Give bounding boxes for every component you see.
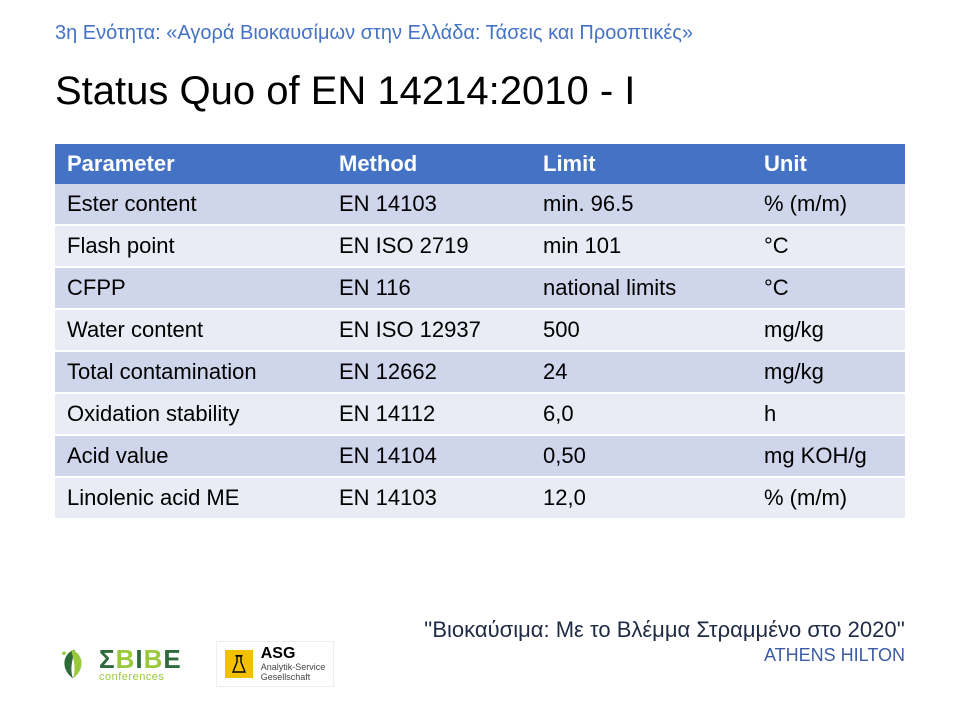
table-cell: mg/kg bbox=[752, 351, 905, 393]
table-cell: Flash point bbox=[55, 225, 327, 267]
table-header-cell: Method bbox=[327, 144, 531, 184]
footer-sub: ATHENS HILTON bbox=[424, 645, 905, 666]
logo-area: ΣΒΙΒΕ conferences ASG Analytik-Service G… bbox=[55, 641, 334, 687]
table-cell: % (m/m) bbox=[752, 477, 905, 519]
table-header-cell: Unit bbox=[752, 144, 905, 184]
table-cell: EN ISO 2719 bbox=[327, 225, 531, 267]
table-row: Linolenic acid MEEN 1410312,0% (m/m) bbox=[55, 477, 905, 519]
table-row: Ester contentEN 14103min. 96.5% (m/m) bbox=[55, 184, 905, 225]
table-cell: 6,0 bbox=[531, 393, 752, 435]
table-cell: °C bbox=[752, 225, 905, 267]
table-cell: % (m/m) bbox=[752, 184, 905, 225]
table-header-cell: Parameter bbox=[55, 144, 327, 184]
table-cell: Ester content bbox=[55, 184, 327, 225]
table-row: Flash pointEN ISO 2719min 101°C bbox=[55, 225, 905, 267]
table-row: Acid valueEN 141040,50mg KOH/g bbox=[55, 435, 905, 477]
table-cell: h bbox=[752, 393, 905, 435]
table-cell: Linolenic acid ME bbox=[55, 477, 327, 519]
table-cell: Total contamination bbox=[55, 351, 327, 393]
table-row: CFPPEN 116national limits°C bbox=[55, 267, 905, 309]
table-cell: EN ISO 12937 bbox=[327, 309, 531, 351]
table-cell: Oxidation stability bbox=[55, 393, 327, 435]
leaf-icon bbox=[55, 646, 91, 682]
asg-text: ASG Analytik-Service Gesellschaft bbox=[261, 646, 326, 682]
table-cell: 500 bbox=[531, 309, 752, 351]
table-cell: 24 bbox=[531, 351, 752, 393]
table-cell: °C bbox=[752, 267, 905, 309]
section-header: 3η Ενότητα: «Αγορά Βιοκαυσίμων στην Ελλά… bbox=[55, 22, 905, 45]
table-row: Oxidation stabilityEN 141126,0h bbox=[55, 393, 905, 435]
table-cell: 12,0 bbox=[531, 477, 752, 519]
asg-flask-icon bbox=[225, 650, 253, 678]
table-cell: EN 12662 bbox=[327, 351, 531, 393]
table-cell: Acid value bbox=[55, 435, 327, 477]
footer-main: ''Βιοκαύσιμα: Με το Βλέμμα Στραμμένο στο… bbox=[424, 617, 905, 643]
table-header-row: ParameterMethodLimitUnit bbox=[55, 144, 905, 184]
table-cell: mg KOH/g bbox=[752, 435, 905, 477]
table-body: Ester contentEN 14103min. 96.5% (m/m)Fla… bbox=[55, 184, 905, 519]
table-header-cell: Limit bbox=[531, 144, 752, 184]
table-cell: EN 14103 bbox=[327, 477, 531, 519]
sbibe-main: ΣΒΙΒΕ bbox=[99, 646, 182, 672]
table-cell: EN 116 bbox=[327, 267, 531, 309]
table-row: Water contentEN ISO 12937500mg/kg bbox=[55, 309, 905, 351]
sbibe-sub: conferences bbox=[99, 672, 182, 683]
table-cell: CFPP bbox=[55, 267, 327, 309]
parameters-table: ParameterMethodLimitUnit Ester contentEN… bbox=[55, 144, 905, 520]
slide-title: Status Quo of EN 14214:2010 - I bbox=[55, 69, 905, 114]
asg-main: ASG bbox=[261, 646, 326, 663]
table-cell: EN 14112 bbox=[327, 393, 531, 435]
footer: ΣΒΙΒΕ conferences ASG Analytik-Service G… bbox=[0, 595, 960, 705]
slide: 3η Ενότητα: «Αγορά Βιοκαυσίμων στην Ελλά… bbox=[0, 0, 960, 705]
table-cell: min. 96.5 bbox=[531, 184, 752, 225]
table-cell: EN 14103 bbox=[327, 184, 531, 225]
table-cell: EN 14104 bbox=[327, 435, 531, 477]
table-cell: 0,50 bbox=[531, 435, 752, 477]
table-cell: Water content bbox=[55, 309, 327, 351]
sbibe-text: ΣΒΙΒΕ conferences bbox=[99, 646, 182, 683]
asg-logo: ASG Analytik-Service Gesellschaft bbox=[216, 641, 335, 687]
table-cell: min 101 bbox=[531, 225, 752, 267]
sbibe-logo: ΣΒΙΒΕ conferences bbox=[55, 646, 182, 683]
table-cell: national limits bbox=[531, 267, 752, 309]
table-cell: mg/kg bbox=[752, 309, 905, 351]
footer-text: ''Βιοκαύσιμα: Με το Βλέμμα Στραμμένο στο… bbox=[424, 617, 905, 666]
asg-sub2: Gesellschaft bbox=[261, 673, 326, 682]
table-row: Total contaminationEN 1266224mg/kg bbox=[55, 351, 905, 393]
